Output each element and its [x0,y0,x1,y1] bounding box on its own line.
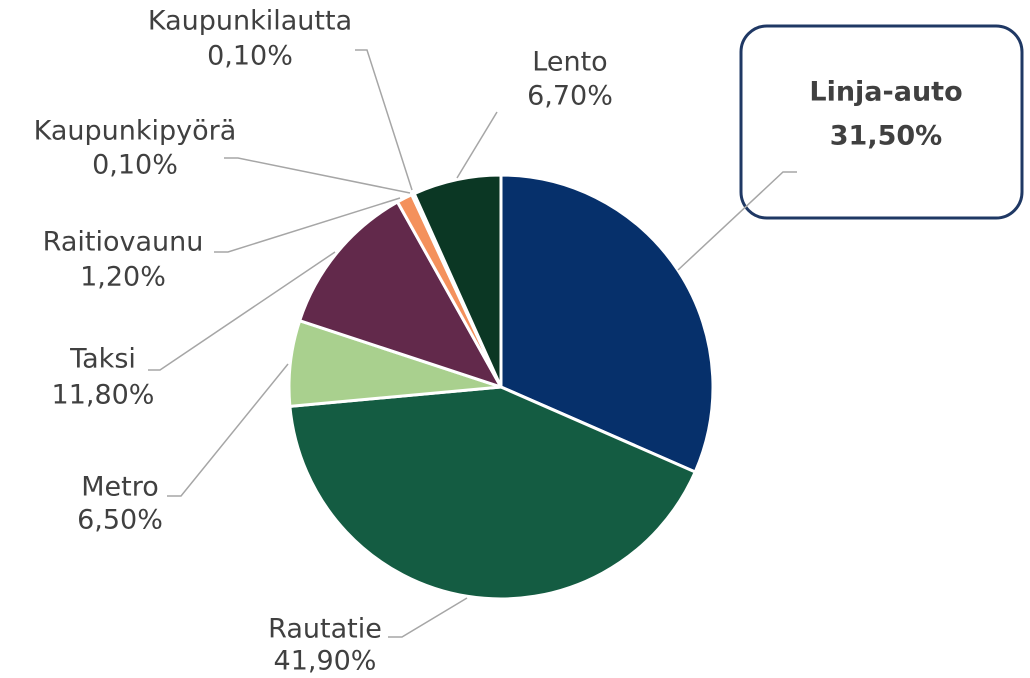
pie-slice [499,173,715,474]
slice-label: Kaupunkilautta [148,6,352,37]
leader-line [677,171,797,271]
slice-value-label: 0,10% [92,150,178,181]
slice-value-label: 11,80% [52,380,155,411]
leader-line [148,251,336,371]
slice-label: Rautatie [268,614,382,645]
slice-value-label: 31,50% [830,121,942,152]
slice-label: Taksi [69,344,136,375]
callout-box [739,24,1024,220]
slice-label: Linja-auto [809,77,962,108]
pie-slice [288,385,698,601]
slice-label: Kaupunkipyörä [34,116,237,147]
pie-slice [297,199,505,390]
leader-line [167,363,289,497]
leader-line [456,111,498,179]
pie-slice [412,173,503,388]
leader-line [214,197,401,253]
slice-label: Metro [81,472,159,503]
slice-value-label: 41,90% [274,646,377,677]
slice-value-label: 6,70% [527,81,613,112]
slice-label: Lento [532,47,607,78]
leader-line [355,49,413,191]
leader-line [388,597,468,638]
slice-value-label: 1,20% [80,262,166,293]
slice-value-label: 0,10% [207,41,293,72]
leader-line [224,157,411,194]
slice-value-label: 6,50% [77,505,163,536]
slice-label: Raitiovaunu [43,227,204,258]
